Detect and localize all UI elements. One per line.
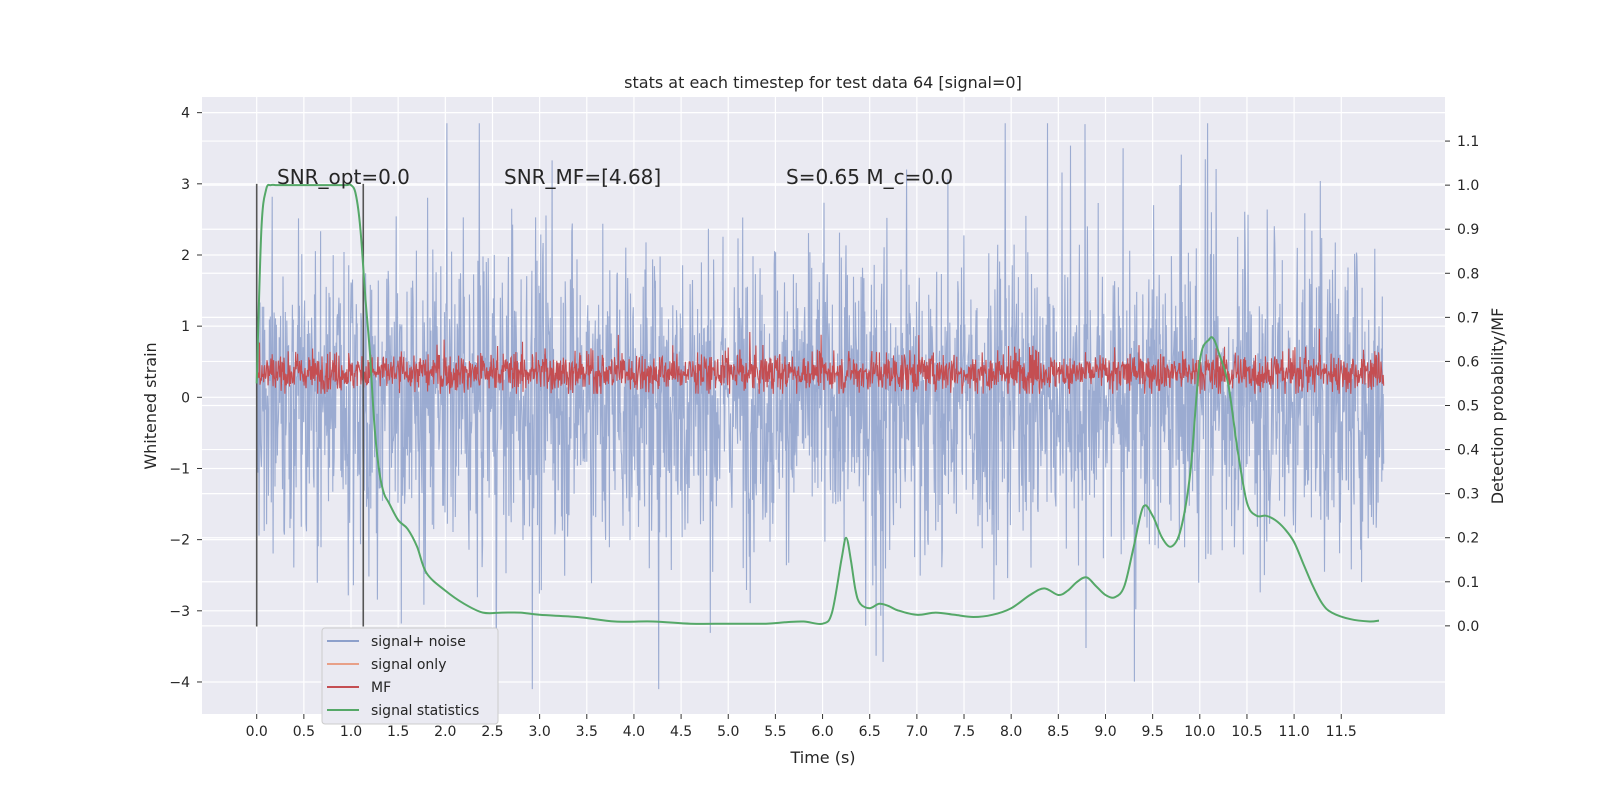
y-tick-label-right: 0.1 [1457, 575, 1479, 591]
x-tick-label: 2.5 [481, 724, 503, 740]
y-tick-label-left: 4 [181, 106, 190, 122]
y-tick-label-right: 0.2 [1457, 531, 1479, 547]
x-tick-label: 3.0 [528, 724, 550, 740]
annotation-s-mc: S=0.65 M_c=0.0 [786, 165, 953, 189]
x-tick-label: 5.5 [764, 724, 786, 740]
y-tick-label-left: −2 [169, 533, 190, 549]
y-tick-label-right: 0.5 [1457, 399, 1479, 415]
x-tick-label: 11.5 [1326, 724, 1357, 740]
x-tick-label: 1.0 [340, 724, 362, 740]
x-tick-label: 11.0 [1279, 724, 1310, 740]
legend-label-signal-noise: signal+ noise [371, 634, 466, 650]
y-axis-label-left: Whitened strain [141, 342, 160, 469]
x-tick-label: 6.5 [859, 724, 881, 740]
x-tick-label: 0.5 [293, 724, 315, 740]
x-tick-label: 9.5 [1142, 724, 1164, 740]
legend-label-signal-only: signal only [371, 657, 446, 673]
y-tick-label-right: 0.9 [1457, 222, 1479, 238]
y-tick-label-left: −3 [169, 604, 190, 620]
x-tick-label: 5.0 [717, 724, 739, 740]
x-tick-label: 4.5 [670, 724, 692, 740]
legend-label-mf: MF [371, 680, 391, 696]
x-tick-label: 8.5 [1047, 724, 1069, 740]
x-tick-label: 2.0 [434, 724, 456, 740]
y-tick-label-right: 1.1 [1457, 134, 1479, 150]
y-tick-label-right: 0.7 [1457, 310, 1479, 326]
x-tick-label: 10.5 [1231, 724, 1262, 740]
y-tick-label-left: 1 [181, 319, 190, 335]
x-tick-label: 4.0 [623, 724, 645, 740]
chart-title: stats at each timestep for test data 64 … [624, 73, 1022, 92]
y-tick-label-left: −4 [169, 675, 190, 691]
x-tick-label: 1.5 [387, 724, 409, 740]
signal-statistics-line [255, 183, 1380, 626]
y-tick-label-right: 1.0 [1457, 178, 1479, 194]
x-tick-label: 8.0 [1000, 724, 1022, 740]
x-tick-label: 3.5 [576, 724, 598, 740]
x-tick-label: 7.0 [906, 724, 928, 740]
y-axis-label-right: Detection probability/MF [1488, 308, 1507, 505]
tick-labels: 0.0 0.5 1.0 1.5 2.0 2.5 3.0 3.5 4.0 4.5 5.0 5.5 6.0 6… [169, 106, 1479, 740]
signal-statistics-series [255, 183, 1380, 626]
y-tick-label-left: 2 [181, 248, 190, 264]
x-tick-label: 6.0 [811, 724, 833, 740]
y-tick-label-right: 0.3 [1457, 487, 1479, 503]
legend: signal+ noise signal only MF signal stat… [321, 627, 499, 725]
annotation-snr-opt: SNR_opt=0.0 [277, 165, 410, 189]
y-tick-label-left: −1 [169, 461, 190, 477]
annotation-snr-mf: SNR_MF=[4.68] [504, 165, 661, 189]
y-tick-label-left: 0 [181, 390, 190, 406]
y-tick-label-right: 0.4 [1457, 443, 1479, 459]
x-axis-label: Time (s) [789, 748, 855, 767]
legend-box [321, 627, 499, 725]
y-tick-label-right: 0.6 [1457, 354, 1479, 370]
x-tick-label: 0.0 [246, 724, 268, 740]
x-tick-label: 10.0 [1184, 724, 1215, 740]
y-tick-label-right: 0.0 [1457, 619, 1479, 635]
legend-label-signal-statistics: signal statistics [371, 703, 479, 719]
mf-series [256, 328, 1385, 394]
y-tick-label-right: 0.8 [1457, 266, 1479, 282]
x-tick-label: 9.0 [1094, 724, 1116, 740]
x-tick-label: 7.5 [953, 724, 975, 740]
mf-line [256, 328, 1385, 394]
y-tick-label-left: 3 [181, 177, 190, 193]
